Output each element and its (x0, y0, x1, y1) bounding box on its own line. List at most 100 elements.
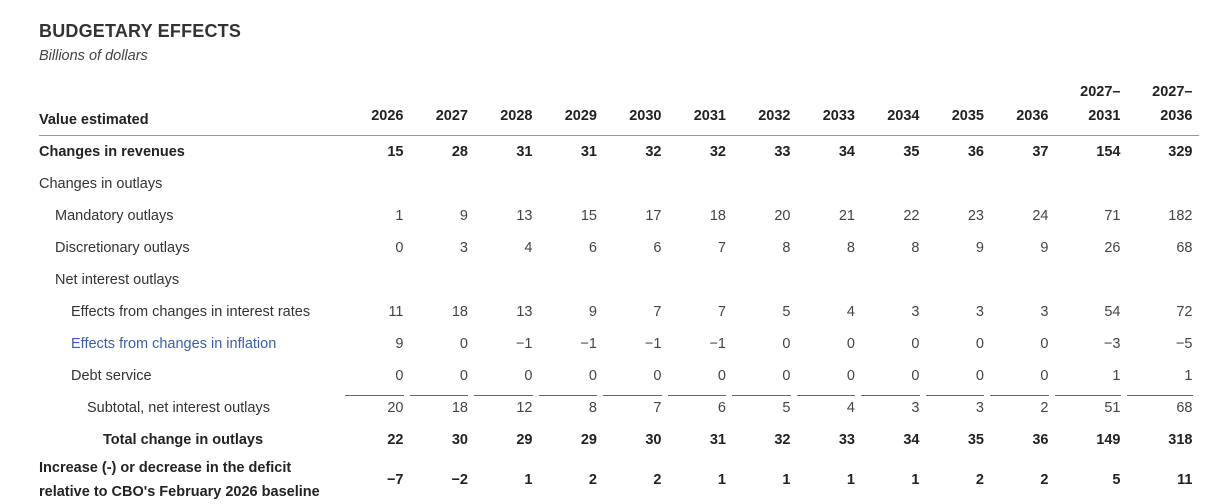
row-mandatory-outlays: Mandatory outlays 1 9 13 15 17 18 20 21 22 23 24 71 1… (39, 200, 1199, 232)
value-cell: −1 (515, 336, 533, 352)
value-cell: 15 (580, 208, 597, 224)
value-cell: 329 (1168, 144, 1193, 160)
value-cell: 36 (967, 144, 984, 160)
value-cell: 54 (1104, 304, 1121, 320)
value-cell: 2 (653, 472, 662, 488)
value-cell (1127, 264, 1199, 296)
value-cell: 7 (653, 304, 662, 320)
value-cell: 11 (1177, 472, 1193, 488)
value-cell: 17 (645, 208, 662, 224)
value-cell: 30 (451, 432, 468, 448)
value-cell: 12 (474, 392, 539, 424)
value-cell: 0 (459, 368, 468, 384)
row-inflation-effects: Effects from changes in inflation 9 0 −1 −1 −… (39, 328, 1199, 360)
column-header-year: 2030 (629, 108, 662, 124)
value-cell: 0 (459, 336, 468, 352)
value-cell: 2 (588, 472, 597, 488)
row-label: Discretionary outlays (55, 240, 190, 256)
row-label-link[interactable]: Effects from changes in inflation (71, 336, 277, 352)
value-cell (797, 264, 862, 296)
value-cell (926, 168, 991, 200)
value-cell (861, 168, 926, 200)
value-cell: 1 (1184, 368, 1193, 384)
value-cell: 22 (903, 208, 920, 224)
value-cell: 15 (387, 144, 404, 160)
value-cell: 33 (774, 144, 791, 160)
value-cell: 6 (588, 240, 597, 256)
value-cell: 2 (975, 472, 984, 488)
value-cell: 8 (782, 240, 791, 256)
range-bottom: 2036 (1160, 108, 1193, 124)
value-cell: 18 (709, 208, 726, 224)
value-cell: 1 (846, 472, 855, 488)
column-header-year: 2033 (822, 108, 855, 124)
value-cell: 4 (846, 304, 855, 320)
value-cell: 149 (1096, 432, 1121, 448)
value-cell (539, 168, 604, 200)
value-cell: 1 (717, 472, 726, 488)
value-cell: 29 (580, 432, 597, 448)
column-header-year: 2036 (1016, 108, 1049, 124)
column-header-year: 2031 (693, 108, 726, 124)
value-cell: 0 (1040, 336, 1049, 352)
column-header-year: 2027 (435, 108, 468, 124)
value-cell (345, 168, 410, 200)
column-header-year: 2028 (500, 108, 533, 124)
range-top: 2027– (1152, 84, 1193, 100)
value-cell: 1 (1112, 368, 1121, 384)
value-cell (668, 264, 733, 296)
row-label: Subtotal, net interest outlays (87, 400, 270, 416)
value-cell: 0 (524, 368, 533, 384)
value-cell: 32 (645, 144, 662, 160)
value-cell: 9 (975, 240, 984, 256)
value-cell: 2 (990, 392, 1055, 424)
row-interest-rate-effects: Effects from changes in interest rates 11… (39, 296, 1199, 328)
value-cell: 31 (580, 144, 597, 160)
value-cell (1055, 168, 1127, 200)
range-bottom: 2031 (1088, 108, 1121, 124)
value-cell: 3 (459, 240, 468, 256)
value-cell: 30 (645, 432, 662, 448)
value-cell: 4 (524, 240, 533, 256)
value-cell: 3 (911, 304, 920, 320)
value-cell: 35 (903, 144, 920, 160)
value-cell: −5 (1175, 336, 1193, 352)
value-cell: 0 (717, 368, 726, 384)
value-cell (732, 264, 797, 296)
value-cell: 3 (975, 304, 984, 320)
value-cell: 72 (1176, 304, 1193, 320)
value-cell: 0 (395, 368, 404, 384)
row-label: Effects from changes in interest rates (71, 304, 311, 320)
value-cell: 13 (516, 208, 533, 224)
value-cell: 34 (838, 144, 855, 160)
value-cell: 6 (667, 392, 733, 424)
value-cell: 0 (653, 368, 662, 384)
value-cell: 318 (1168, 432, 1193, 448)
value-cell: 8 (846, 240, 855, 256)
value-cell: 37 (1032, 144, 1049, 160)
value-cell: 0 (588, 368, 597, 384)
row-subtotal-net-interest: Subtotal, net interest outlays 20 18 12 8 7 6 5… (39, 392, 1199, 424)
column-header-year: 2035 (951, 108, 984, 124)
row-label: Mandatory outlays (55, 208, 174, 224)
value-cell: 33 (838, 432, 855, 448)
value-cell: 9 (1040, 240, 1049, 256)
value-cell: 31 (709, 432, 726, 448)
value-cell (732, 168, 797, 200)
value-cell: 8 (911, 240, 920, 256)
value-cell: 6 (653, 240, 662, 256)
column-header-year: 2034 (887, 108, 920, 124)
value-cell: 36 (1032, 432, 1049, 448)
value-cell: 7 (603, 392, 668, 424)
value-cell: 3 (1040, 304, 1049, 320)
value-cell: 182 (1168, 208, 1193, 224)
value-cell: −2 (451, 472, 468, 488)
value-cell (345, 264, 410, 296)
value-cell: −1 (644, 336, 662, 352)
page-title: BUDGETARY EFFECTS (39, 21, 242, 41)
value-cell: −1 (580, 336, 597, 352)
value-cell: 68 (1176, 240, 1193, 256)
value-cell: 28 (451, 144, 468, 160)
value-cell (539, 264, 604, 296)
value-cell: 7 (717, 304, 726, 320)
